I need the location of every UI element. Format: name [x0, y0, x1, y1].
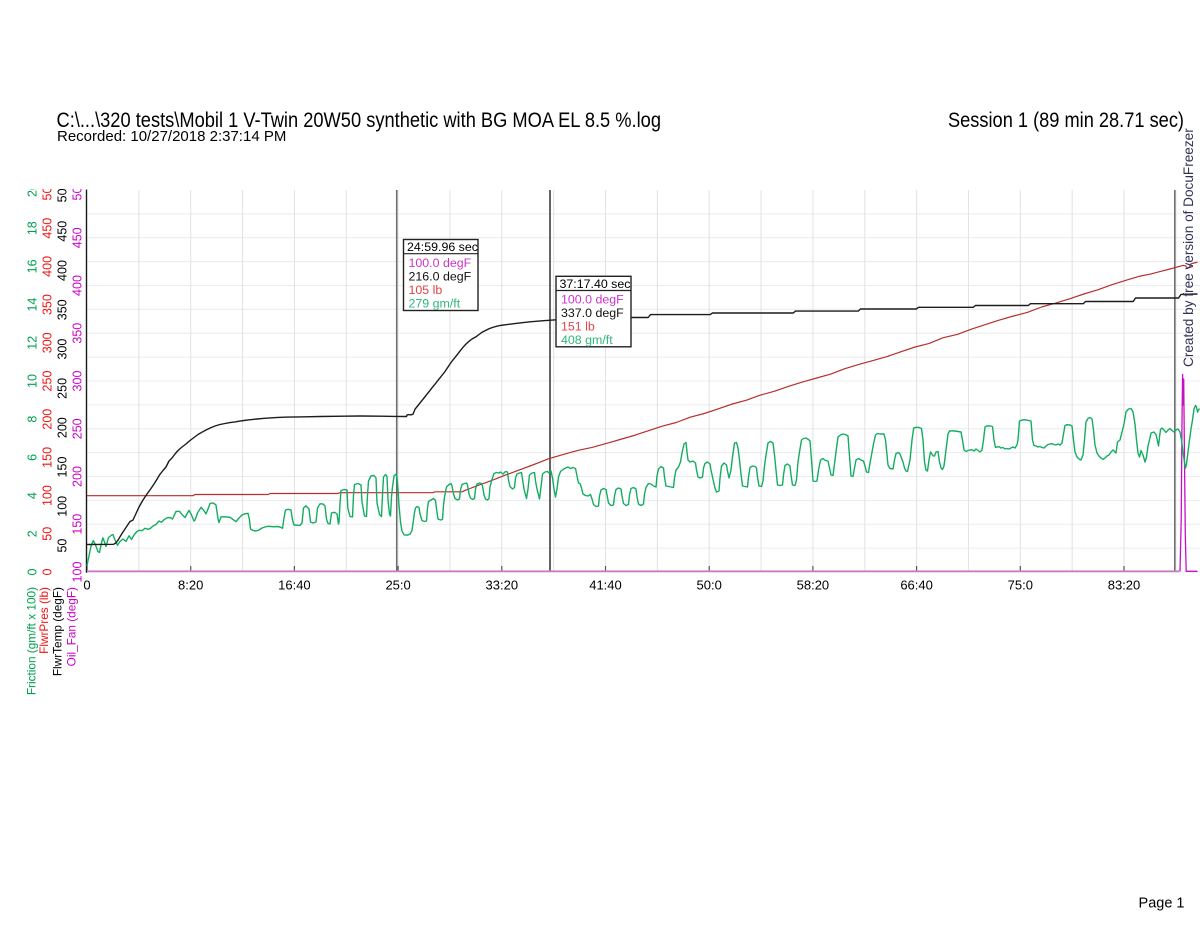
svg-text:4: 4	[26, 492, 40, 499]
svg-text:400: 400	[56, 260, 70, 281]
svg-text:250: 250	[56, 378, 70, 399]
svg-text:279 gm/ft: 279 gm/ft	[409, 296, 461, 310]
svg-text:20: 20	[26, 183, 40, 197]
svg-text:151 lb: 151 lb	[561, 320, 595, 334]
svg-text:25:0: 25:0	[385, 578, 410, 593]
svg-text:16: 16	[26, 259, 40, 273]
svg-text:14: 14	[26, 298, 40, 312]
svg-text:Friction (gm/ft x 100): Friction (gm/ft x 100)	[24, 587, 38, 695]
svg-text:Page 1: Page 1	[1139, 896, 1185, 912]
svg-text:41:40: 41:40	[589, 578, 622, 593]
svg-text:350: 350	[56, 299, 70, 320]
svg-text:0: 0	[26, 568, 40, 575]
svg-text:300: 300	[71, 371, 85, 392]
svg-text:33:20: 33:20	[486, 578, 519, 593]
svg-text:200: 200	[41, 409, 55, 430]
svg-text:8:20: 8:20	[178, 578, 203, 593]
svg-text:18: 18	[26, 221, 40, 235]
svg-text:0: 0	[83, 578, 90, 593]
svg-text:150: 150	[41, 447, 55, 468]
svg-text:0: 0	[41, 568, 55, 575]
svg-text:Oil_Fan (degF): Oil_Fan (degF)	[65, 587, 79, 666]
svg-text:450: 450	[71, 227, 85, 248]
svg-text:300: 300	[41, 332, 55, 353]
svg-text:Recorded: 10/27/2018 2:37:14 P: Recorded: 10/27/2018 2:37:14 PM	[57, 128, 286, 145]
svg-text:FlwrTemp (degF): FlwrTemp (degF)	[51, 587, 65, 676]
svg-text:100.0 degF: 100.0 degF	[409, 256, 472, 270]
svg-text:200: 200	[71, 466, 85, 487]
svg-text:10: 10	[26, 374, 40, 388]
svg-text:50: 50	[56, 539, 70, 553]
svg-text:Session 1 (89 min 28.71 sec): Session 1 (89 min 28.71 sec)	[948, 109, 1184, 132]
svg-text:450: 450	[41, 218, 55, 239]
svg-text:Created by free version of Doc: Created by free version of DocuFreezer	[1181, 128, 1196, 367]
svg-text:8: 8	[26, 416, 40, 423]
svg-text:75:0: 75:0	[1008, 578, 1033, 593]
svg-text:100: 100	[41, 485, 55, 506]
svg-text:450: 450	[56, 221, 70, 242]
svg-text:FlwrPres (lb): FlwrPres (lb)	[37, 587, 51, 654]
svg-text:24:59.96 sec: 24:59.96 sec	[407, 240, 478, 254]
svg-text:200: 200	[56, 417, 70, 438]
svg-text:50:0: 50:0	[697, 578, 722, 593]
svg-text:400: 400	[41, 256, 55, 277]
svg-text:216.0 degF: 216.0 degF	[409, 269, 472, 283]
svg-text:12: 12	[26, 336, 40, 350]
svg-text:408 gm/ft: 408 gm/ft	[561, 333, 613, 347]
svg-text:6: 6	[26, 454, 40, 461]
svg-text:250: 250	[71, 418, 85, 439]
svg-text:400: 400	[71, 275, 85, 296]
svg-text:100: 100	[71, 562, 85, 583]
svg-text:150: 150	[56, 457, 70, 478]
svg-text:350: 350	[71, 323, 85, 344]
svg-text:58:20: 58:20	[797, 578, 830, 593]
svg-text:66:40: 66:40	[900, 578, 933, 593]
svg-text:100: 100	[56, 496, 70, 517]
svg-text:250: 250	[41, 371, 55, 392]
svg-text:500: 500	[71, 180, 85, 201]
svg-text:300: 300	[56, 339, 70, 360]
svg-text:105 lb: 105 lb	[409, 283, 443, 297]
svg-text:500: 500	[56, 181, 70, 202]
svg-text:16:40: 16:40	[278, 578, 311, 593]
svg-text:337.0 degF: 337.0 degF	[561, 306, 624, 320]
svg-text:83:20: 83:20	[1108, 578, 1141, 593]
svg-text:150: 150	[71, 514, 85, 535]
svg-text:2: 2	[26, 530, 40, 537]
svg-text:37:17.40 sec: 37:17.40 sec	[560, 277, 631, 291]
svg-text:C:\...\320 tests\Mobil 1 V-Twi: C:\...\320 tests\Mobil 1 V-Twin 20W50 sy…	[57, 109, 662, 132]
svg-text:50: 50	[41, 527, 55, 541]
svg-text:100.0 degF: 100.0 degF	[561, 293, 624, 307]
svg-text:500: 500	[41, 180, 55, 201]
svg-text:350: 350	[41, 294, 55, 315]
